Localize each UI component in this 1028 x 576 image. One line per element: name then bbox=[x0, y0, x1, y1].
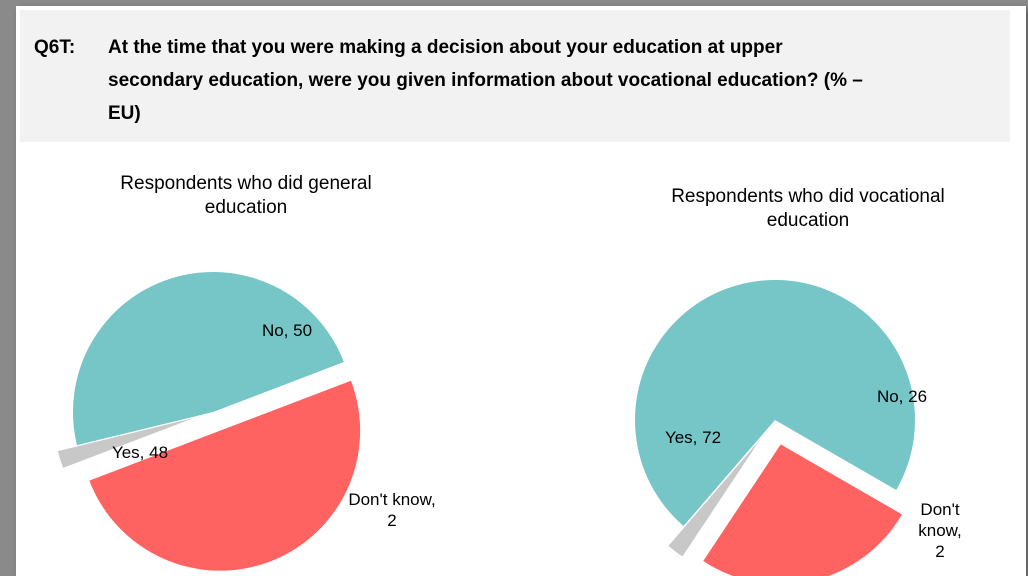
data-label-no: No, 50 bbox=[262, 321, 312, 340]
pie-slice-yes bbox=[72, 271, 344, 446]
data-label-yes: Yes, 48 bbox=[112, 443, 168, 462]
question-text: At the time that you were making a decis… bbox=[108, 37, 863, 124]
data-label-don-t-know: Don't know, 2 bbox=[918, 500, 961, 561]
question-label: Q6T: bbox=[34, 37, 76, 58]
pie-slice-don-t-know bbox=[57, 417, 194, 468]
data-label-yes: Yes, 72 bbox=[665, 428, 721, 447]
data-label-don-t-know: Don't know, 2 bbox=[348, 490, 435, 530]
pie-title-general: Respondents who did general education bbox=[120, 173, 372, 218]
pie-slice-don-t-know bbox=[668, 439, 760, 557]
pie-slice-yes bbox=[634, 280, 916, 526]
data-label-no: No, 26 bbox=[877, 387, 927, 406]
pie-general: No, 50 Don't know, 2 Yes, 48 bbox=[57, 271, 436, 571]
question-header: Q6T: At the time that you were making a … bbox=[20, 10, 1010, 142]
pie-vocational: No, 26 Don't know, 2 Yes, 72 bbox=[634, 280, 962, 576]
pie-title-vocational: Respondents who did vocational education bbox=[671, 186, 945, 231]
pie-slice-no bbox=[89, 380, 361, 571]
pie-slice-no bbox=[703, 444, 902, 576]
